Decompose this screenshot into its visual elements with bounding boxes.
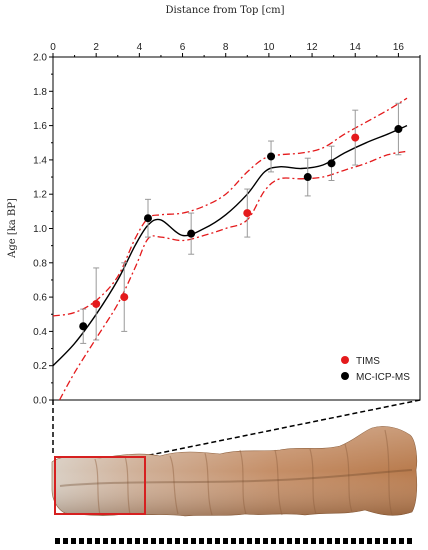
point-mc-icp-ms	[267, 152, 276, 161]
sampled-section-highlight	[54, 456, 146, 515]
x-tick-label: 12	[306, 42, 318, 53]
stalagmite-photo	[51, 426, 418, 517]
point-mc-icp-ms	[187, 229, 196, 238]
y-tick-label: 0.2	[33, 361, 47, 372]
lower-confidence-line	[58, 150, 408, 401]
growth-bands	[94, 429, 393, 516]
stalagmite-shading	[52, 426, 417, 516]
y-tick-label: 1.4	[33, 155, 47, 166]
legend-label-tims: TIMS	[356, 356, 380, 367]
legend: TIMS MC-ICP-MS	[341, 356, 410, 383]
point-mc-icp-ms	[79, 322, 88, 331]
legend-marker-tims	[341, 356, 349, 364]
plot-frame	[52, 56, 421, 401]
y-axis-title: Age [ka BP]	[7, 198, 18, 259]
x-tick-label: 14	[350, 42, 362, 53]
x-tick-label: 16	[393, 42, 405, 53]
zoom-line-right	[144, 399, 421, 457]
point-mc-icp-ms	[303, 173, 312, 182]
axial-line	[59, 469, 413, 487]
x-tick-label: 4	[137, 42, 143, 53]
y-tick-label: 1.0	[33, 224, 47, 235]
point-mc-icp-ms	[327, 159, 336, 168]
y-tick-label: 0.4	[33, 327, 47, 338]
x-tick-label: 0	[50, 42, 56, 53]
point-mc-icp-ms	[143, 214, 152, 223]
x-tick-label: 10	[263, 42, 275, 53]
legend-marker-mc-icp-ms	[341, 372, 349, 380]
y-tick-label: 0.8	[33, 258, 47, 269]
point-tims	[120, 293, 129, 302]
y-tick-label: 0.0	[33, 396, 47, 407]
age-model-line	[52, 124, 408, 367]
point-tims	[243, 209, 252, 218]
legend-label-mc-icp-ms: MC-ICP-MS	[356, 372, 410, 383]
age-model-curves	[52, 97, 408, 401]
y-tick-label: 1.8	[33, 87, 47, 98]
x-tick-label: 8	[223, 42, 229, 53]
upper-confidence-line	[52, 97, 408, 317]
y-tick-label: 2.0	[33, 53, 47, 64]
x-axis-title: Distance from Top [cm]	[165, 5, 284, 16]
y-axis-ticks: 0.0 0.2 0.4 0.6 0.8 1.0 1.2 1.4 1.6 1.8 2.0	[33, 53, 53, 407]
point-tims	[92, 299, 101, 308]
x-tick-label: 6	[180, 42, 186, 53]
x-axis-ticks: 0 2 4 6 8 10 12 14 16	[50, 42, 421, 57]
data-points	[79, 102, 403, 344]
x-tick-label: 2	[93, 42, 99, 53]
y-tick-label: 1.2	[33, 190, 47, 201]
y-tick-label: 0.6	[33, 293, 47, 304]
point-mc-icp-ms	[394, 125, 403, 134]
point-tims	[351, 133, 360, 142]
y-tick-label: 1.6	[33, 121, 47, 132]
